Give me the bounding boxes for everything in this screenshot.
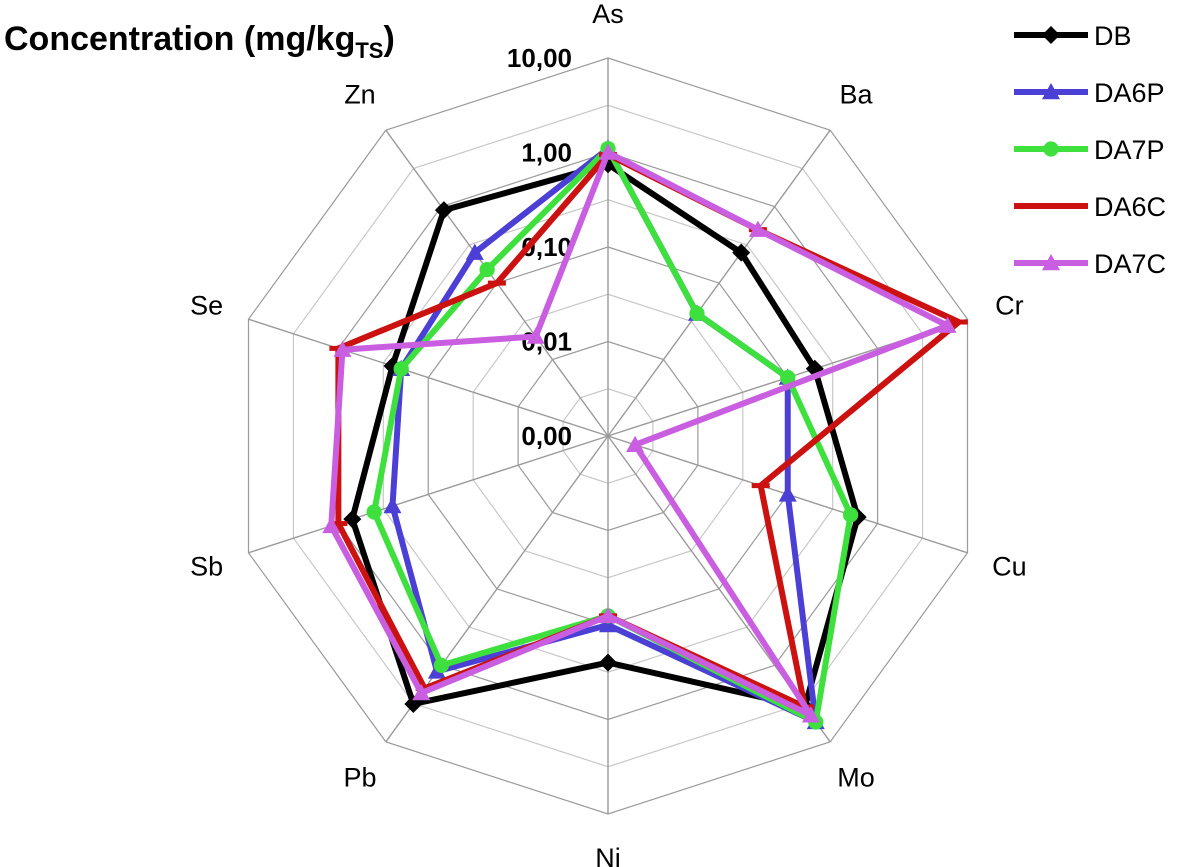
legend-item-da6c: DA6C — [1014, 192, 1166, 222]
grid-spoke — [248, 318, 609, 437]
legend-item-db: DB — [1014, 21, 1132, 51]
data-point — [626, 435, 645, 452]
data-point — [751, 483, 770, 489]
legend-item-da6p: DA6P — [1014, 78, 1165, 108]
chart-title: Concentration (mg/kgTS) — [4, 20, 395, 63]
data-point — [689, 305, 705, 322]
data-point — [465, 243, 484, 260]
data-point — [748, 220, 767, 237]
data-point — [412, 684, 431, 701]
data-point — [1042, 203, 1060, 209]
data-point — [778, 485, 797, 502]
data-point — [1043, 141, 1059, 157]
legend-label: DA7P — [1094, 135, 1165, 165]
data-point — [366, 504, 382, 520]
data-point — [599, 606, 617, 624]
tick-label: 1,00 — [521, 138, 572, 168]
data-point — [415, 685, 434, 691]
axis-label-mo: Mo — [837, 762, 875, 792]
data-point — [801, 706, 820, 723]
data-point — [343, 510, 362, 529]
legend-item-da7c: DA7C — [1014, 249, 1166, 279]
axis-label-sb: Sb — [190, 551, 223, 581]
axis-label-cr: Cr — [995, 291, 1024, 321]
data-point — [526, 327, 545, 344]
legend-label: DA6P — [1094, 78, 1165, 108]
data-point — [393, 361, 409, 377]
axis-label-pb: Pb — [343, 762, 376, 792]
axis-label-cu: Cu — [992, 551, 1027, 581]
data-point — [487, 280, 506, 286]
series-da7c — [322, 143, 957, 723]
data-point — [333, 340, 352, 357]
data-point — [1042, 83, 1060, 100]
grid-spoke — [607, 129, 831, 437]
data-point — [842, 507, 859, 523]
legend-label: DA7C — [1094, 249, 1166, 279]
series-group — [322, 139, 968, 730]
data-point — [1042, 26, 1060, 44]
data-point — [479, 261, 495, 278]
axis-label-ba: Ba — [840, 80, 874, 110]
axis-label-zn: Zn — [344, 80, 376, 110]
data-point — [434, 201, 453, 220]
legend-item-da7p: DA7P — [1014, 135, 1165, 165]
data-point — [329, 521, 348, 527]
legend: DB DA6P DA7P DA6C DA7C — [1014, 21, 1166, 279]
data-point — [1042, 254, 1060, 271]
axis-label-as: As — [592, 0, 624, 29]
data-point — [433, 657, 450, 674]
data-point — [949, 319, 968, 325]
legend-label: DB — [1094, 21, 1132, 51]
data-point — [599, 143, 617, 160]
axis-label-se: Se — [190, 291, 223, 321]
tick-label: 10,00 — [507, 43, 572, 73]
data-point — [780, 369, 796, 386]
data-point — [599, 653, 617, 672]
grid-spoke — [248, 435, 609, 554]
data-point — [732, 243, 751, 262]
data-point — [383, 497, 402, 514]
series-line — [335, 151, 962, 710]
axis-label-ni: Ni — [595, 843, 621, 867]
legend-label: DA6C — [1094, 192, 1166, 222]
axis-labels: As Ba Cr Cu Mo Ni Pb Sb Se Zn — [190, 0, 1026, 867]
data-point — [938, 316, 957, 333]
data-point — [599, 616, 617, 633]
tick-label: 0,00 — [521, 421, 572, 451]
data-point — [322, 516, 341, 534]
